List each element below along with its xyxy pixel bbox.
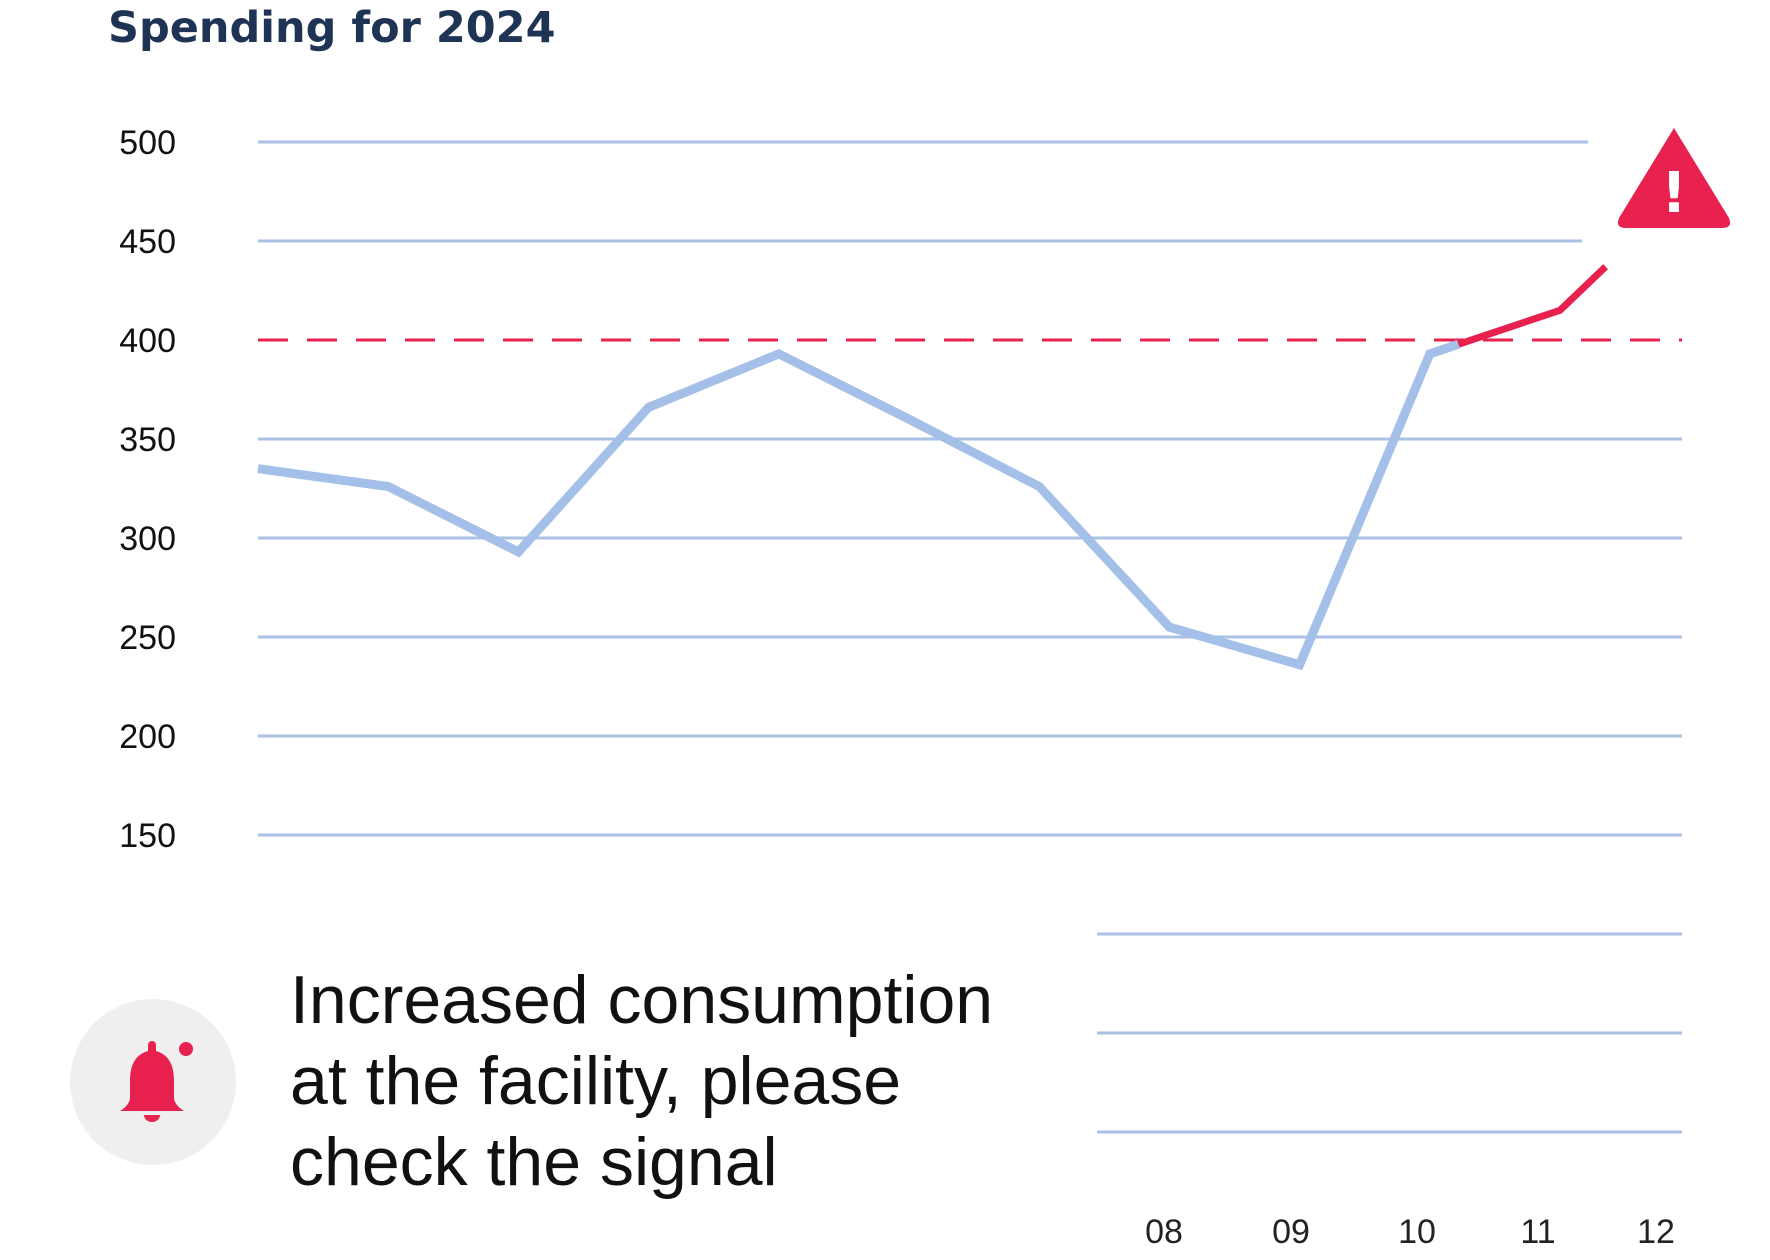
y-tick-label: 400: [119, 322, 176, 360]
series-line: [257, 264, 1609, 671]
x-tick-label: 08: [1145, 1213, 1183, 1251]
series-alert-segment: [1457, 264, 1609, 348]
bell-icon: [120, 1040, 193, 1122]
y-tick-label: 500: [119, 124, 176, 162]
y-tick-label: 450: [119, 223, 176, 261]
x-tick-label: 10: [1398, 1213, 1436, 1251]
notice-line-1: Increased consumption: [290, 962, 994, 1038]
warning-triangle-icon: !: [1617, 128, 1731, 228]
bell-icon-badge[interactable]: [70, 998, 236, 1165]
x-axis-ticks: 08 09 10 11 12: [1145, 1213, 1675, 1251]
x-tick-label: 12: [1637, 1213, 1675, 1251]
notice-message: Increased consumption at the facility, p…: [290, 960, 1050, 1203]
y-axis-ticks: 500 450 400 350 300 250 200 150: [119, 124, 176, 855]
y-tick-label: 200: [119, 718, 176, 756]
series-normal-segment: [257, 340, 1460, 671]
y-tick-label: 250: [119, 619, 176, 657]
y-tick-label: 150: [119, 817, 176, 855]
alert-notice: Increased consumption at the facility, p…: [70, 960, 1050, 1203]
y-tick-label: 350: [119, 421, 176, 459]
alert-exclamation: !: [1661, 161, 1687, 226]
x-tick-label: 11: [1520, 1213, 1555, 1251]
notice-line-2: at the facility, please: [290, 1043, 902, 1119]
chart-title: Spending for 2024: [108, 3, 556, 53]
x-tick-label: 09: [1272, 1213, 1310, 1251]
notice-line-3: check the signal: [290, 1124, 778, 1200]
y-tick-label: 300: [119, 520, 176, 558]
grid-lines: [258, 140, 1682, 1134]
